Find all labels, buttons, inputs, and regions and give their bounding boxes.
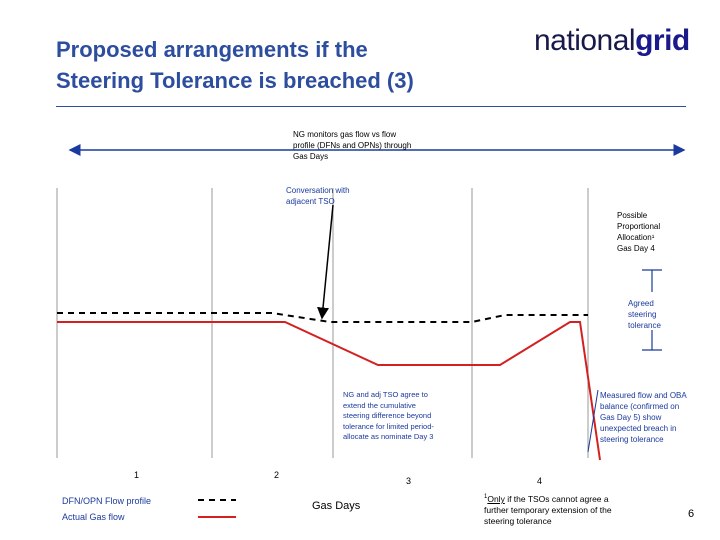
footnote-line-2: further temporary extension of the	[484, 504, 612, 515]
agree-extend-note: NG and adj TSO agree to extend the cumul…	[343, 390, 434, 443]
measured-note-line: balance (confirmed on	[600, 402, 680, 411]
header-divider	[56, 106, 686, 107]
measured-note-line: steering tolerance	[600, 435, 664, 444]
logo-part-grid: grid	[635, 24, 690, 57]
agree-extend-line: allocate as nominate Day 3	[343, 432, 434, 441]
proportional-note-line: Proportional	[617, 222, 661, 231]
dfn-opn-profile-line	[57, 312, 588, 323]
agree-extend-line: tolerance for limited period-	[343, 421, 434, 431]
conversation-note: Conversation with adjacent TSO	[286, 185, 350, 207]
monitor-note-line: Gas Days	[293, 152, 329, 161]
measured-note-line: Measured flow and OBA	[600, 391, 687, 400]
footnote-marker: 1	[484, 494, 488, 500]
proportional-allocation-note: Possible Proportional Allocation¹ Gas Da…	[617, 210, 660, 254]
footnote-line-3: steering tolerance	[484, 515, 552, 526]
page-title: Proposed arrangements if the Steering To…	[56, 34, 526, 96]
agree-extend-line: extend the cumulative	[343, 400, 416, 410]
gas-day-label-3: 3	[406, 476, 412, 486]
proportional-note-line: Gas Day 4	[617, 244, 655, 253]
monitor-note: NG monitors gas flow vs flow profile (DF…	[293, 129, 411, 162]
agreed-note-line: steering	[628, 310, 657, 319]
proportional-note-line: Possible	[617, 211, 648, 220]
monitor-note-line: profile (DFNs and OPNs) through	[293, 141, 412, 150]
legend-actual-label: Actual Gas flow	[62, 512, 125, 522]
breach-pointer-arrow	[587, 389, 599, 453]
conversation-note-line: Conversation with	[286, 186, 350, 195]
footnote: 1Only if the TSOs cannot agree a further…	[484, 492, 612, 527]
title-line-1: Proposed arrangements if the	[56, 37, 368, 62]
legend-profile-label: DFN/OPN Flow profile	[62, 496, 152, 506]
national-grid-logo: nationalgrid	[534, 24, 690, 58]
conversation-pointer-arrow	[317, 204, 334, 320]
conversation-note-line: adjacent TSO	[286, 197, 335, 206]
proportional-note-line: Allocation¹	[617, 233, 655, 242]
measured-breach-note: Measured flow and OBA balance (confirmed…	[600, 390, 687, 445]
logo-part-national: national	[534, 24, 636, 57]
actual-gas-flow-line	[57, 321, 601, 461]
monitor-note-line: NG monitors gas flow vs flow	[293, 130, 397, 139]
measured-note-line: Gas Day 5) show	[600, 413, 662, 422]
footnote-rest: if the TSOs cannot agree a	[504, 493, 609, 504]
agreed-note-line: tolerance	[628, 321, 661, 330]
agreed-tolerance-note: Agreed steering tolerance	[628, 298, 661, 331]
agree-extend-line: NG and adj TSO agree to	[343, 390, 428, 399]
footnote-only: Only	[487, 493, 505, 504]
measured-note-line: unexpected breach in	[600, 424, 677, 433]
gas-day-label-1: 1	[134, 470, 140, 480]
title-line-2: Steering Tolerance is breached (3)	[56, 68, 414, 93]
gas-day-label-4: 4	[537, 476, 543, 486]
agree-extend-line: steering difference beyond	[343, 411, 432, 420]
gas-day-label-2: 2	[274, 470, 280, 480]
page-number: 6	[688, 508, 695, 520]
agreed-note-line: Agreed	[628, 299, 654, 308]
gas-days-axis-label: Gas Days	[312, 500, 361, 512]
footnote-line-1: 1Only if the TSOs cannot agree a	[484, 492, 612, 505]
